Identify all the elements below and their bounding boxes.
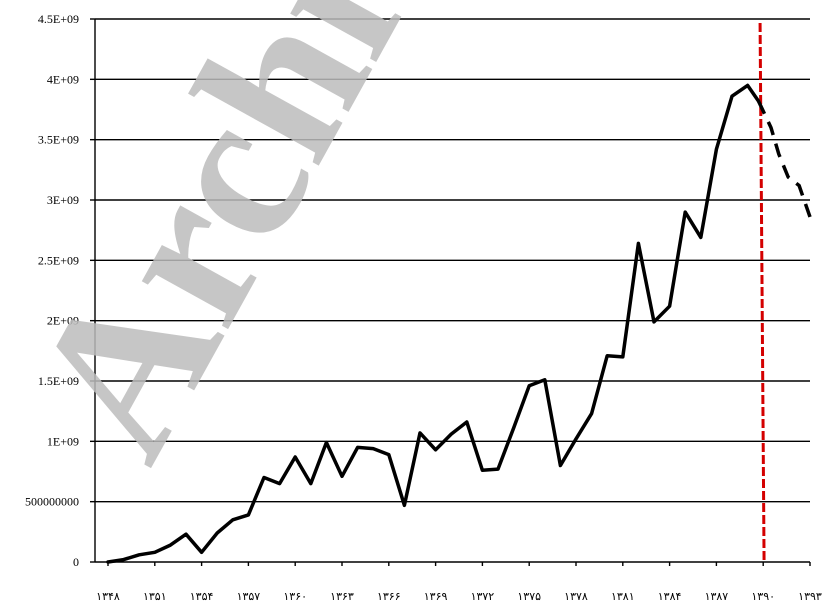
watermark-text: Archive	[0, 0, 542, 493]
x-tick-label: ۱۳۶۰	[283, 590, 307, 603]
x-tick-label: ۱۳۸۴	[658, 590, 682, 603]
y-tick-label: 2E+09	[47, 314, 79, 328]
x-tick-label: ۱۳۵۱	[143, 590, 167, 603]
x-tick-label: ۱۳۷۵	[517, 590, 541, 603]
series-lines	[106, 22, 812, 564]
x-tick-label: ۱۳۶۹	[424, 590, 448, 603]
x-tick-label: ۱۳۷۸	[564, 590, 588, 603]
y-tick-label: 1E+09	[47, 434, 79, 448]
y-tick-label: 4E+09	[47, 72, 79, 86]
x-tick-label: ۱۳۵۴	[190, 590, 214, 603]
x-tick-labels: ۱۳۴۸ ۱۳۵۱ ۱۳۵۴ ۱۳۵۷ ۱۳۶۰ ۱۳۶۳ ۱۳۶۶ ۱۳۶۹ ۱۳۷۲ ۱۳۷۵…	[96, 590, 822, 603]
y-tick-label: 2.5E+09	[38, 253, 79, 267]
x-tick-label: ۱۳۶۳	[330, 590, 354, 603]
gridlines	[95, 18, 810, 563]
x-tick-label: ۱۳۶۶	[377, 590, 401, 603]
y-tick-label: 0	[73, 555, 79, 569]
historical-series-line	[106, 83, 761, 564]
y-tick-label: 500000000	[25, 495, 79, 509]
y-tick-label: 3E+09	[47, 193, 79, 207]
axes	[90, 18, 811, 566]
x-tick-label: ۱۳۴۸	[96, 590, 120, 603]
x-tick-label: ۱۳۷۲	[471, 590, 495, 603]
x-tick-label: ۱۳۵۷	[237, 590, 261, 603]
x-tick-label: ۱۳۸۷	[705, 590, 729, 603]
y-tick-label: 1.5E+09	[38, 374, 79, 388]
y-tick-label: 3.5E+09	[38, 133, 79, 147]
y-tick-label: 4.5E+09	[38, 12, 79, 26]
y-tick-labels: 0 500000000 1E+09 1.5E+09 2E+09 2.5E+09 3E+09 3…	[25, 12, 79, 569]
forecast-divider-line	[758, 22, 766, 563]
x-tick-label: ۱۳۹۳	[798, 590, 822, 603]
x-tick-label: ۱۳۸۱	[611, 590, 635, 603]
x-tick-label: ۱۳۹۰	[751, 590, 775, 603]
forecast-series-line	[756, 100, 812, 218]
